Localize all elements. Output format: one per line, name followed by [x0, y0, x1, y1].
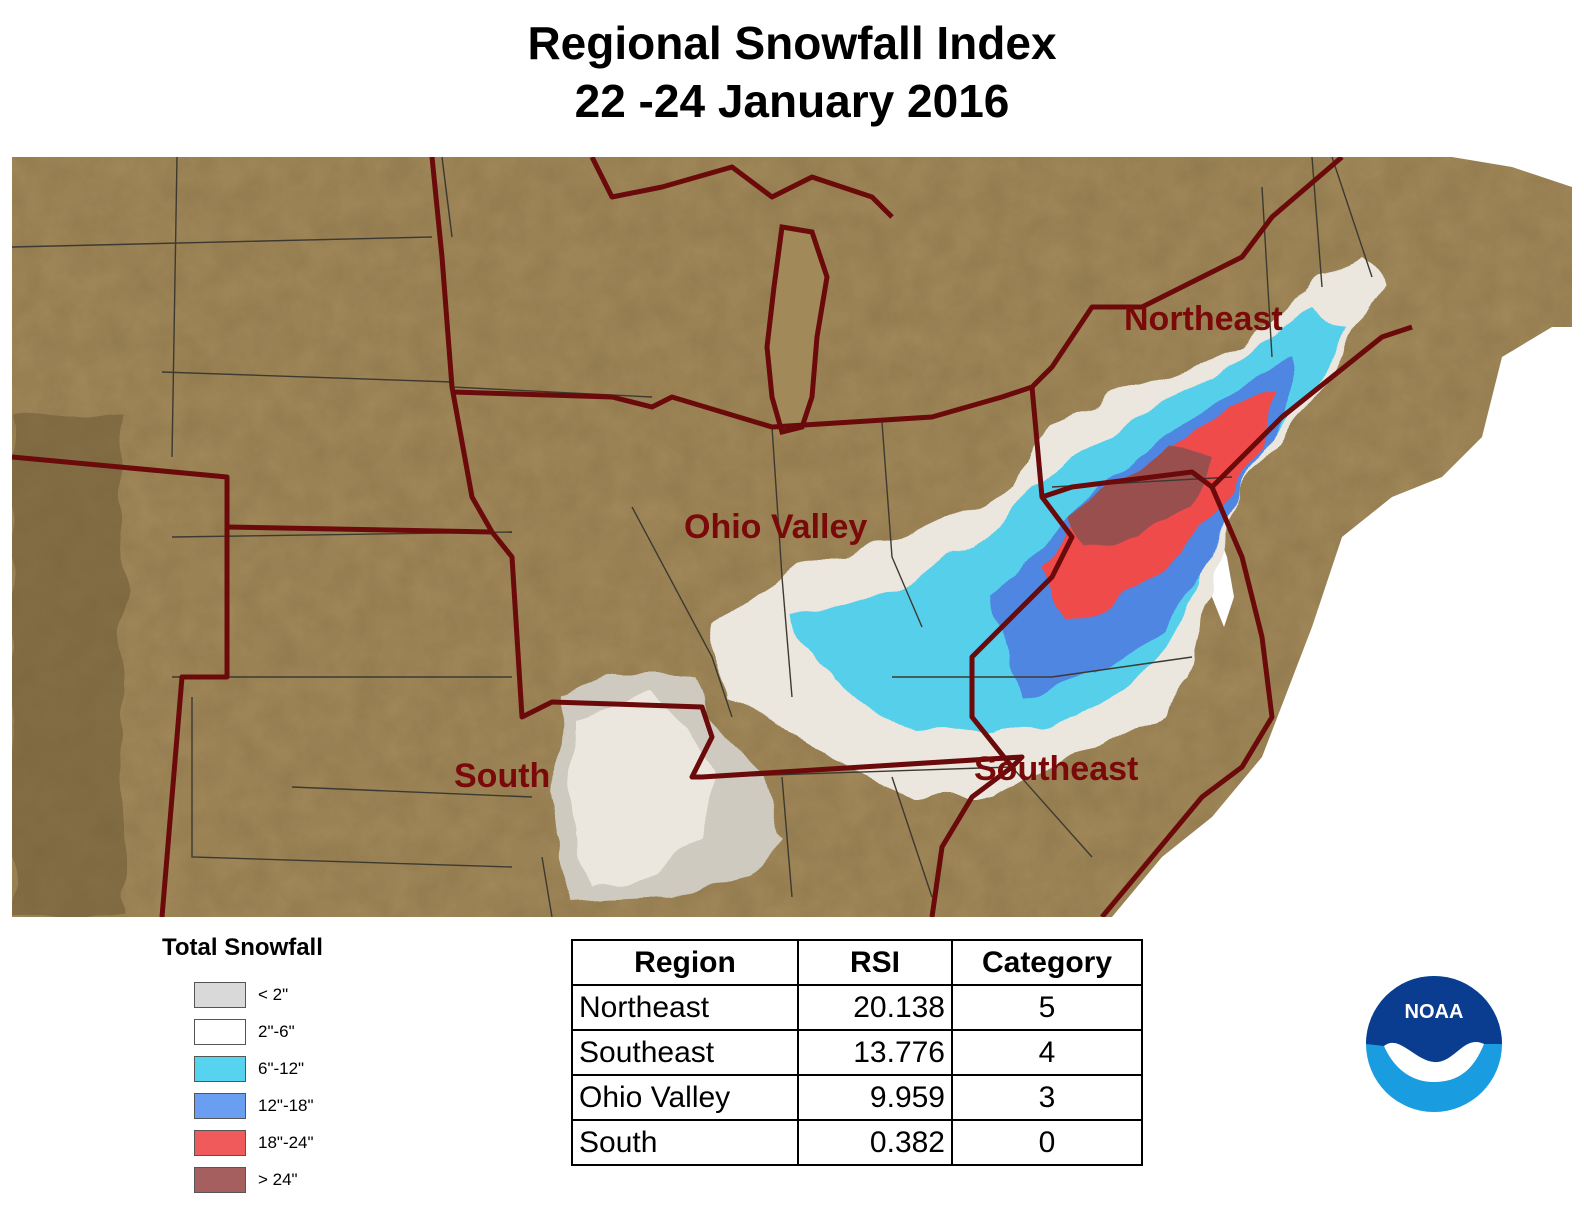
coast-southeast — [1100, 486, 1275, 917]
cell-region: South — [571, 1119, 799, 1166]
label-south: South — [454, 757, 550, 795]
cell-region: Northeast — [571, 984, 799, 1031]
title-line-2: 22 -24 January 2016 — [574, 75, 1010, 127]
legend-label: 18"-24" — [258, 1132, 314, 1152]
rsi-table: Region RSI Category Northeast 20.138 5 S… — [571, 939, 1143, 1166]
legend-swatch — [194, 1129, 246, 1156]
northeast-north-border — [771, 157, 1344, 430]
noaa-top-half — [1366, 976, 1502, 1063]
cell-rsi: 20.138 — [797, 984, 953, 1031]
southeast-west-border — [969, 495, 1075, 769]
ohio-west-border — [429, 157, 495, 534]
legend-label: > 24" — [258, 1169, 298, 1189]
map-svg: Northeast Ohio Valley South Southeast — [12, 157, 1572, 917]
ohio-north-border-a — [451, 389, 773, 430]
legend-item: 18"-24" — [194, 1124, 422, 1161]
south-west-border — [12, 454, 230, 917]
region-boundaries — [12, 157, 1413, 917]
header-rsi: RSI — [797, 939, 953, 986]
label-northeast: Northeast — [1124, 300, 1283, 338]
cell-category: 3 — [951, 1074, 1143, 1121]
legend-label: 6"-12" — [258, 1058, 305, 1078]
noaa-logo-svg: NOAA — [1366, 976, 1502, 1112]
upper-border — [589, 157, 894, 219]
noaa-logo-text: NOAA — [1405, 1001, 1464, 1023]
legend-item: > 24" — [194, 1161, 422, 1198]
legend-item: 12"-18" — [194, 1087, 422, 1124]
noaa-logo-icon: NOAA — [1364, 974, 1504, 1114]
coast-northeast — [1210, 324, 1413, 489]
snowfall-swaths — [552, 257, 1382, 902]
cell-rsi: 9.959 — [797, 1074, 953, 1121]
legend-label: < 2" — [258, 984, 289, 1004]
cell-rsi: 13.776 — [797, 1029, 953, 1076]
legend-item: 6"-12" — [194, 1050, 422, 1087]
table-row: South 0.382 0 — [571, 1119, 1143, 1166]
header-region: Region — [571, 939, 799, 986]
cell-rsi: 0.382 — [797, 1119, 953, 1166]
ocean-corner — [1452, 157, 1572, 187]
header-category: Category — [951, 939, 1143, 986]
legend-swatch — [194, 1092, 246, 1119]
ohio-south-border — [226, 524, 1025, 917]
title-line-1: Regional Snowfall Index — [527, 17, 1057, 69]
legend-swatch — [194, 1018, 246, 1045]
cell-category: 0 — [951, 1119, 1143, 1166]
legend-label: 2"-6" — [258, 1021, 295, 1041]
legend-swatch — [194, 1166, 246, 1193]
table-header-row: Region RSI Category — [571, 939, 1143, 986]
legend-title: Total Snowfall — [162, 934, 323, 961]
page-title: Regional Snowfall Index 22 -24 January 2… — [0, 14, 1584, 130]
table-row: Southeast 13.776 4 — [571, 1029, 1143, 1076]
mountain-texture — [12, 417, 122, 917]
legend-item: < 2" — [194, 976, 422, 1013]
snowfall-map: Northeast Ohio Valley South Southeast — [12, 157, 1572, 917]
table-row: Northeast 20.138 5 — [571, 984, 1143, 1031]
cell-region: Ohio Valley — [571, 1074, 799, 1121]
cell-region: Southeast — [571, 1029, 799, 1076]
legend-swatch — [194, 981, 246, 1008]
water-bodies — [764, 157, 1572, 917]
region-labels: Northeast Ohio Valley South Southeast — [454, 300, 1283, 795]
label-southeast: Southeast — [974, 750, 1138, 788]
swath-2-6-south — [572, 697, 712, 887]
cell-category: 5 — [951, 984, 1143, 1031]
noaa-bird — [1384, 1041, 1484, 1082]
legend-swatch — [194, 1055, 246, 1082]
table-row: Ohio Valley 9.959 3 — [571, 1074, 1143, 1121]
snowfall-legend: Total Snowfall < 2" 2"-6" 6"-12" 12"-18"… — [162, 934, 422, 1198]
atlantic-ocean — [1112, 327, 1572, 917]
legend-item: 2"-6" — [194, 1013, 422, 1050]
legend-label: 12"-18" — [258, 1095, 314, 1115]
label-ohio-valley: Ohio Valley — [684, 508, 867, 546]
cell-category: 4 — [951, 1029, 1143, 1076]
northeast-south-border — [1029, 386, 1214, 500]
